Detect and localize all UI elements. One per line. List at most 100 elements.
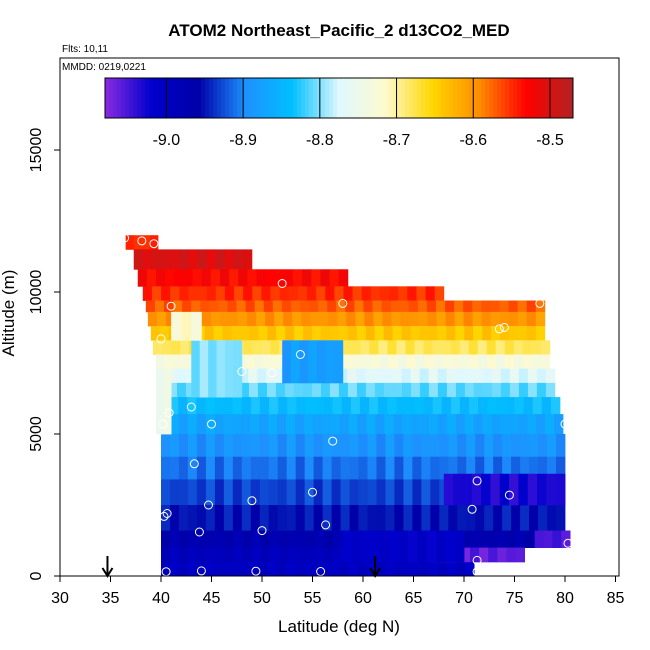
heatmap-cell [261, 286, 271, 301]
sample-point [499, 323, 509, 332]
heatmap-patch-cell [408, 530, 418, 563]
date-label: MMDD: 0219,0221 [62, 62, 146, 73]
heatmap-cell [349, 434, 359, 458]
heatmap-cell [410, 326, 420, 341]
heatmap-cell [242, 249, 253, 270]
x-axis-label: Latitude (deg N) [278, 617, 400, 636]
colorbar-swatch [441, 78, 446, 118]
colorbar-swatch [169, 78, 174, 118]
heatmap-cell [305, 397, 315, 415]
heatmap-cell [411, 414, 421, 435]
heatmap-cell [145, 300, 156, 313]
heatmap-cell [286, 479, 297, 506]
heatmap-cell [432, 340, 442, 355]
colorbar-swatch [481, 78, 486, 118]
colorbar-swatch [465, 78, 470, 118]
sample-point [137, 236, 147, 246]
heatmap-cell [473, 326, 483, 341]
heatmap-cell [169, 505, 180, 531]
heatmap-patch-cell [460, 547, 471, 563]
heatmap-cell [223, 414, 233, 435]
heatmap-cell [241, 397, 252, 415]
heatmap-cell [464, 368, 475, 384]
heatmap-cell [322, 456, 332, 480]
heatmap-cell [125, 235, 135, 250]
heatmap-cell [341, 397, 352, 415]
colorbar-swatch [177, 78, 182, 118]
colorbar-swatch [433, 78, 438, 118]
heatmap-cell [214, 397, 225, 415]
colorbar-swatch [217, 78, 222, 118]
colorbar-swatch [185, 78, 190, 118]
heatmap-cell [455, 382, 466, 398]
heatmap-cell [327, 300, 337, 313]
heatmap-cell [288, 547, 298, 563]
heatmap-cell [266, 368, 276, 384]
heatmap-patch-cell [370, 530, 381, 563]
colorbar-swatch [349, 78, 354, 118]
heatmap-cell [517, 326, 528, 341]
colorbar-swatch [257, 78, 262, 118]
heatmap-cell [414, 397, 424, 415]
heatmap-cell [522, 340, 533, 355]
heatmap-cell [302, 382, 313, 398]
heatmap-cell [241, 505, 252, 531]
heatmap-cell [520, 456, 530, 480]
colorbar-swatch [309, 78, 314, 118]
heatmap-cell [421, 479, 431, 506]
heatmap-cell [389, 286, 399, 301]
heatmap-cell [514, 397, 524, 415]
heatmap-cell [306, 530, 316, 548]
heatmap-cell [241, 561, 251, 577]
heatmap-cell [500, 414, 510, 435]
heatmap-cell [383, 382, 394, 398]
heatmap-cell [367, 434, 377, 458]
heatmap-cell [315, 530, 326, 548]
heatmap-cell [232, 505, 243, 531]
heatmap-cell [182, 354, 193, 370]
heatmap-cell [169, 561, 180, 577]
heatmap-cell [301, 311, 311, 327]
colorbar-swatch [541, 78, 546, 118]
heatmap-patch-cell [290, 340, 300, 384]
heatmap-cell [381, 300, 392, 313]
heatmap-cell [459, 340, 470, 355]
heatmap-cell [179, 286, 189, 301]
heatmap-cell [369, 340, 379, 355]
heatmap-cell [556, 434, 566, 458]
heatmap-cell [433, 354, 443, 370]
heatmap-cell [470, 530, 480, 548]
heatmap-cell [402, 561, 412, 577]
heatmap-cell [392, 382, 403, 398]
heatmap-cell [330, 561, 341, 577]
colorbar-swatch [497, 78, 502, 118]
heatmap-cell [361, 354, 372, 370]
heatmap-cell [223, 397, 234, 415]
heatmap-cell [466, 505, 476, 531]
heatmap-cell [391, 311, 401, 327]
heatmap-cell [448, 505, 458, 531]
heatmap-cell [340, 505, 350, 531]
heatmap-cell [518, 368, 529, 384]
heatmap-cell [214, 434, 225, 458]
colorbar-swatch [381, 78, 386, 118]
heatmap-cell [420, 414, 430, 435]
heatmap-cell [359, 397, 370, 415]
sample-point [277, 279, 287, 288]
heatmap-cell [247, 311, 257, 327]
heatmap-cell [170, 286, 180, 301]
heatmap-patch-cell [453, 473, 463, 506]
heatmap-patch-cell [380, 530, 390, 563]
heatmap-cell [164, 354, 175, 370]
heatmap-cell [437, 382, 448, 398]
heatmap-cell [329, 326, 340, 341]
heatmap-cell [250, 414, 260, 435]
y-tick-label: 15000 [28, 128, 45, 173]
heatmap-cell [331, 434, 341, 458]
heatmap-cell [538, 505, 548, 531]
heatmap-cell [365, 368, 375, 384]
heatmap-cell [446, 382, 457, 398]
heatmap-cell [554, 414, 564, 435]
heatmap-cell [455, 368, 466, 384]
